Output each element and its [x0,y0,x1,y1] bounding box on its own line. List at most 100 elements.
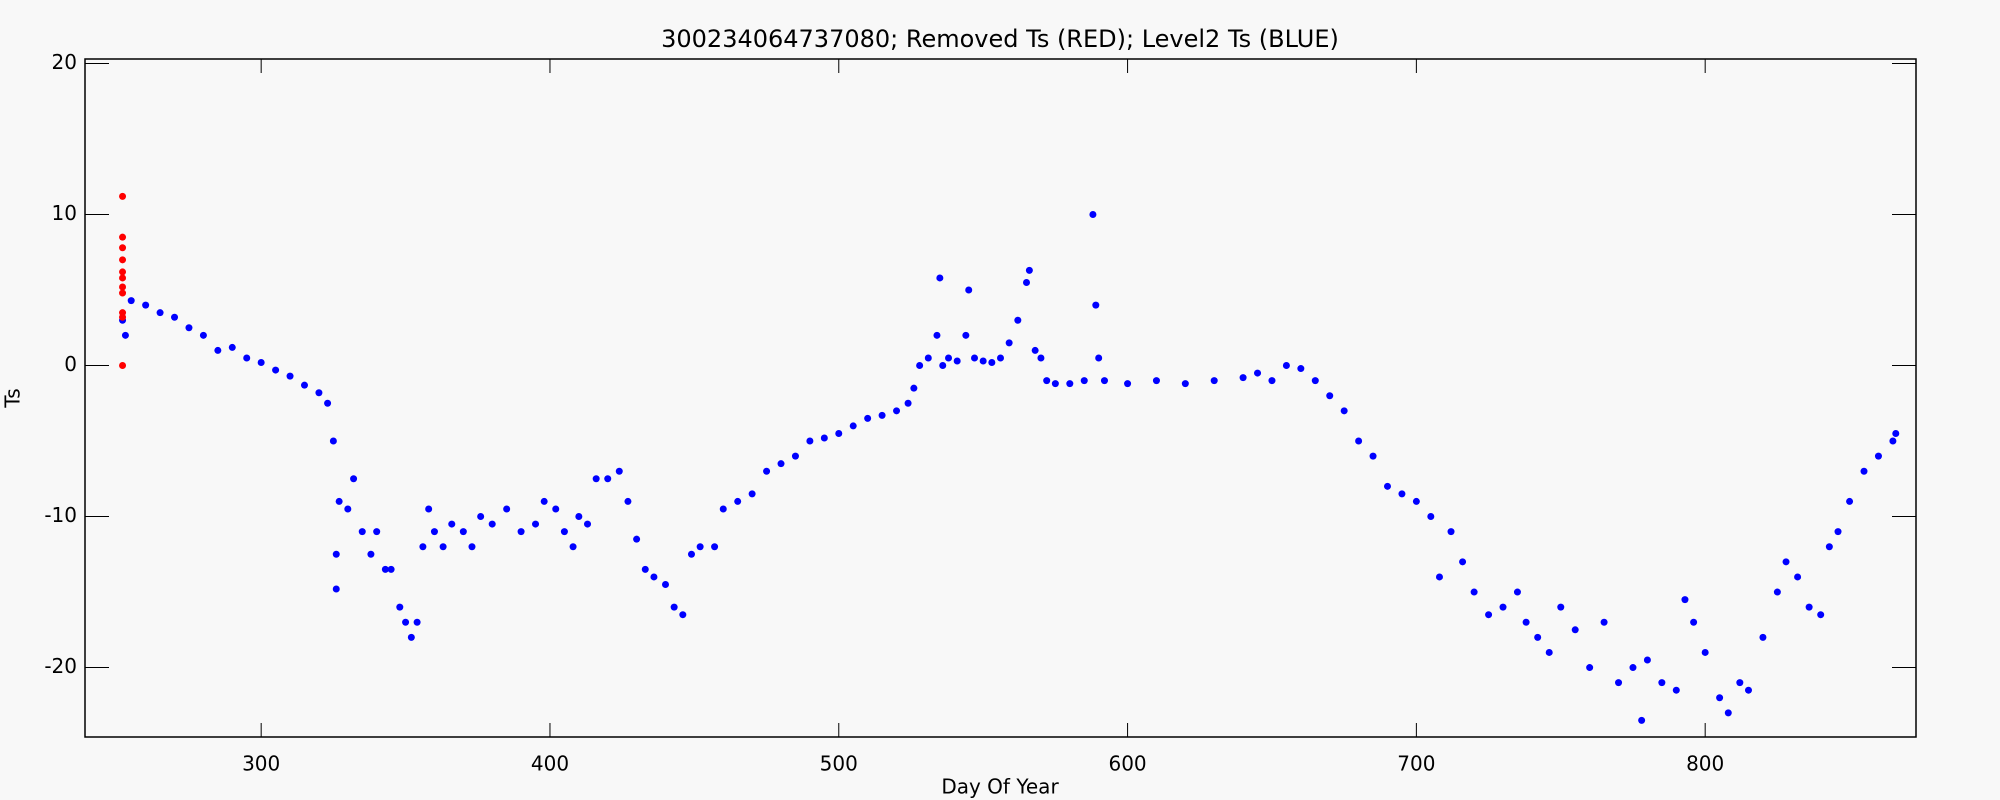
data-point [142,301,150,309]
data-point [584,520,592,528]
data-point [1210,377,1218,385]
data-point [615,467,623,475]
chart-title: 300234064737080; Removed Ts (RED); Level… [661,25,1339,53]
data-point [1025,266,1033,274]
data-point [396,603,404,611]
data-point [1470,588,1478,596]
data-point [633,535,641,543]
data-point [924,354,932,362]
data-point [185,324,193,332]
data-point [387,565,395,573]
data-point [121,331,129,339]
data-point [272,366,280,374]
data-point [592,475,600,483]
data-point [979,357,987,365]
data-point [849,422,857,430]
data-point [407,633,415,641]
data-point [119,268,127,276]
data-point [335,497,343,505]
data-point [893,407,901,415]
data-point [119,289,127,297]
y-tick-label: 0 [64,352,77,376]
data-point [679,611,687,619]
data-point [448,520,456,528]
data-point [670,603,678,611]
data-point [214,346,222,354]
data-point [119,283,127,291]
data-point [300,381,308,389]
data-point [1005,339,1013,347]
data-point [127,297,135,305]
data-point [540,497,548,505]
data-point [1459,558,1467,566]
data-point [119,256,127,264]
data-point [228,343,236,351]
data-point [910,384,918,392]
data-point [988,359,996,367]
data-point [425,505,433,513]
data-point [1369,452,1377,460]
data-point [936,274,944,282]
data-point [468,543,476,551]
data-point [286,372,294,380]
data-point [1716,694,1724,702]
x-tick-label: 700 [1397,752,1435,776]
data-point [1736,679,1744,687]
data-point [119,313,127,321]
data-point [1014,316,1022,324]
data-point [1427,513,1435,521]
data-point [1690,618,1698,626]
data-point [1817,611,1825,619]
data-point [402,618,410,626]
data-point [119,233,127,241]
data-point [1051,380,1059,388]
data-point [971,354,979,362]
data-point [156,309,164,317]
data-point [413,618,421,626]
data-point [439,543,447,551]
data-point [962,331,970,339]
data-point [1744,686,1752,694]
data-point [1031,346,1039,354]
data-point [835,429,843,437]
data-point [687,550,695,558]
data-point [1089,211,1097,219]
data-point [1600,618,1608,626]
data-point [965,286,973,294]
data-point [1701,648,1709,656]
x-tick-label: 300 [242,752,280,776]
data-point [367,550,375,558]
x-tick-label: 500 [820,752,858,776]
data-point [324,399,332,407]
data-point [459,528,467,536]
data-point [381,565,389,573]
data-point [373,528,381,536]
x-tick-label: 600 [1108,752,1146,776]
data-point [820,434,828,442]
data-point [119,274,127,282]
data-point [552,505,560,513]
data-point [1860,467,1868,475]
data-point [763,467,771,475]
data-point [1658,679,1666,687]
data-point [777,460,785,468]
data-point [199,331,207,339]
data-point [358,528,366,536]
data-point [1782,558,1790,566]
data-point [119,244,127,252]
data-point [344,505,352,513]
data-point [650,573,658,581]
data-point [257,359,265,367]
data-point [696,543,704,551]
data-point [1499,603,1507,611]
data-point [1022,278,1030,286]
x-tick-label: 400 [531,752,569,776]
data-point [1773,588,1781,596]
data-point [1080,377,1088,385]
data-point [1522,618,1530,626]
data-point [939,362,947,370]
data-point [1586,664,1594,672]
data-point [1239,374,1247,382]
